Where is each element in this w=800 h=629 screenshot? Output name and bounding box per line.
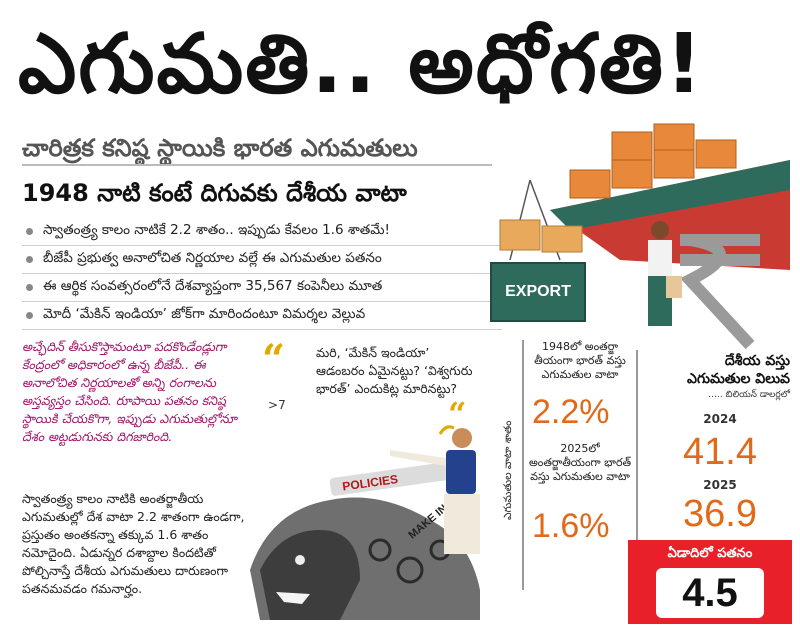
pull-quote: మరి, ‘మేకిన్ ఇండియా’ ఆడంబరం ఏమైనట్టు? ‘వ… (316, 345, 473, 396)
deck-headline: 1948 నాటి కంటే దిగువకు దేశీయ వాటా (22, 179, 407, 207)
bullet-dot-icon (26, 256, 33, 263)
bullet-item: స్వాతంత్ర్య కాలం నాటికే 2.2 శాతం.. ఇప్పు… (22, 218, 502, 246)
subheadline: చారిత్రక కనిష్ఠ స్థాయికి భారత ఎగుమతులు (22, 130, 492, 166)
decline-value: 4.5 (656, 568, 764, 618)
bullet-text: ఈ ఆర్థిక సంవత్సరంలోనే దేశవ్యాప్తంగా 35,5… (43, 278, 383, 294)
bullet-text: బీజేపీ ప్రభుత్వ అనాలోచిత నిర్ణయాల వల్లే … (43, 250, 382, 266)
export-crate-label: EXPORT (490, 262, 586, 322)
bullet-item: ఈ ఆర్థిక సంవత్సరంలోనే దేశవ్యాప్తంగా 35,5… (22, 274, 502, 302)
cheetah-illustration: POLICIES MAKE IN INDIA (250, 425, 480, 620)
value-2025: 36.9 (683, 493, 757, 535)
decline-box: ఏడాదిలో పతనం 4.5 (628, 540, 792, 624)
divider-line (636, 350, 638, 540)
share-1948-value: 2.2% (532, 393, 610, 431)
domestic-exports-unit: ….. బిలియన్ డాలర్లలో (707, 390, 790, 400)
bullet-text: స్వాతంత్ర్య కాలం నాటికే 2.2 శాతం.. ఇప్పు… (43, 222, 390, 238)
domestic-exports-title: దేశీయ వస్తు ఎగుమతుల విలువ (687, 353, 790, 387)
divider-line (522, 340, 524, 590)
bullet-list: స్వాతంత్ర్య కాలం నాటికే 2.2 శాతం.. ఇప్పు… (22, 218, 502, 330)
bullet-dot-icon (26, 228, 33, 235)
bullet-text: మోదీ ‘మేకిన్ ఇండియా’ జోక్‌గా మారిందంటూ వ… (43, 306, 366, 322)
highlight-paragraph: అచ్ఛేదిన్ తీసుకొస్తామంటూ పదకొండేండ్లుగా … (22, 339, 237, 444)
body-paragraph: స్వాతంత్ర్య కాలం నాటికి అంతర్జాతీయ ఎగుమత… (22, 491, 245, 596)
page-reference: >7 (268, 398, 286, 412)
year-2025-label: 2025 (703, 478, 737, 492)
headline: ఎగుమతి.. అధోగతి! (18, 17, 705, 112)
share-2025-value: 1.6% (532, 507, 610, 545)
year-2024-label: 2024 (703, 412, 737, 426)
bullet-item: బీజేపీ ప్రభుత్వ అనాలోచిత నిర్ణయాల వల్లే … (22, 246, 502, 274)
bullet-dot-icon (26, 312, 33, 319)
share-1948-caption: 1948లో అంతర్జా తీయంగా భారత్ వస్తు ఎగుమతు… (534, 340, 626, 381)
value-2024: 41.4 (683, 431, 757, 473)
share-2025-caption: 2025లో అంతర్జాతీయంగా భారత్ వస్తు ఎగుమతుల… (528, 442, 632, 483)
page-reference-number: 7 (278, 398, 286, 412)
cargo-ship-illustration (499, 123, 790, 350)
bullet-item: మోదీ ‘మేకిన్ ఇండియా’ జోక్‌గా మారిందంటూ వ… (22, 302, 502, 330)
bullet-dot-icon (26, 284, 33, 291)
vertical-axis-label: ఎగుమతుల వాటా శాతం (502, 420, 514, 520)
quote-close-icon: “ (448, 395, 467, 433)
quote-open-icon: “ (262, 336, 286, 383)
decline-label: ఏడాదిలో పతనం (667, 546, 753, 561)
